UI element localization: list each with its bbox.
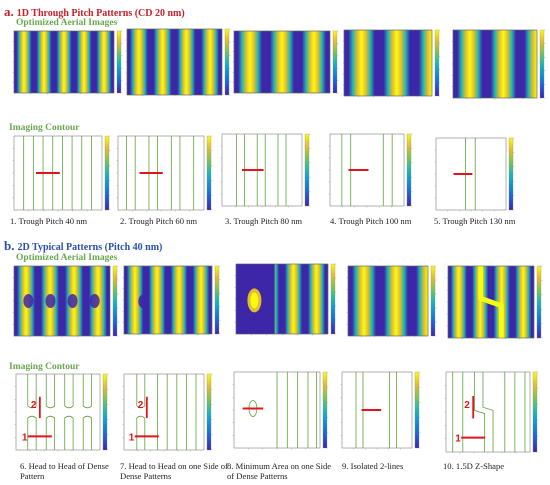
- contour-line: [45, 374, 56, 409]
- head-gap-feature: [45, 294, 56, 308]
- colorbar-bc-2: [206, 373, 212, 451]
- colorbar-a-5: [539, 29, 545, 99]
- marker-1-label: 1: [455, 434, 461, 445]
- caption-7: 7. Head to Head on one Side of Dense Pat…: [120, 461, 228, 481]
- caption-3: 3. Trough Pitch 80 nm: [225, 216, 303, 226]
- section-b-aerial-label: Optimized Aerial Images: [16, 253, 118, 263]
- colorbar-bc-3: [322, 371, 328, 449]
- head-gap-feature: [23, 294, 34, 308]
- section-a-title-text: 1D Through Pitch Patterns (CD 20 nm): [16, 8, 185, 19]
- colorbar-b-5: [536, 265, 542, 339]
- caption-9: 9. Isolated 2-lines: [342, 461, 404, 471]
- colorbar-a-4: [434, 29, 440, 97]
- caption-5: 5. Trough Pitch 130 nm: [434, 216, 516, 226]
- colorbar-a-1: [116, 30, 122, 94]
- contour-line: [474, 372, 486, 452]
- aerial-image-2: [126, 28, 223, 96]
- marker-2-label: 2: [138, 400, 144, 411]
- section-a-contour-label: Imaging Contour: [9, 123, 80, 133]
- contour-line: [64, 374, 74, 409]
- marker-1-label: 1: [129, 432, 135, 443]
- contour-line: [27, 374, 37, 409]
- colorbar-b-3: [330, 263, 336, 335]
- section-b-letter: b.: [4, 238, 15, 253]
- colorbar-bc-4: [414, 371, 420, 449]
- colorbar-a-3: [332, 30, 338, 94]
- section-a-title: a. 1D Through Pitch Patterns (CD 20 nm): [4, 4, 185, 20]
- contour-line: [482, 372, 494, 452]
- section-a-aerial-label: Optimized Aerial Images: [16, 18, 118, 28]
- marker-2-label: 2: [31, 400, 37, 411]
- marker-2-label: 2: [464, 400, 470, 411]
- caption-8: 8. Minimum Area on one Side of Dense Pat…: [227, 461, 332, 481]
- head-gap-feature: [67, 294, 78, 308]
- caption-2: 2. Trough Pitch 60 nm: [120, 216, 198, 226]
- section-b-title: b. 2D Typical Patterns (Pitch 40 nm): [4, 238, 162, 254]
- aerial-image-5: [452, 29, 538, 99]
- section-b-aerial-images: [12, 263, 543, 340]
- colorbar-b-4: [430, 265, 436, 337]
- aerial-image-1: [13, 30, 115, 94]
- colorbar-b-2: [214, 265, 220, 335]
- contour-line: [82, 415, 92, 450]
- marker-1-label: 1: [22, 432, 28, 443]
- caption-1: 1. Trough Pitch 40 nm: [10, 216, 88, 226]
- caption-4: 4. Trough Pitch 100 nm: [330, 216, 412, 226]
- contour-line: [27, 415, 37, 450]
- aerial-image-4: [343, 29, 433, 97]
- colorbar-a-2: [224, 28, 230, 96]
- colorbar-ac-1: [104, 135, 110, 211]
- aerial-image-3: [233, 30, 331, 94]
- colorbar-b-1: [112, 265, 118, 337]
- colorbar-bc-1: [102, 373, 108, 451]
- z-shape-feature: [478, 266, 504, 338]
- contour-line: [136, 415, 146, 450]
- head-gap-feature: [138, 294, 149, 309]
- section-b-contour-plots: 1 2 1 2 1 2: [14, 371, 539, 454]
- aerial-image-7: [123, 265, 213, 335]
- colorbar-bc-5: [532, 371, 538, 453]
- contour-line: [45, 415, 56, 450]
- caption-10: 10. 1.5D Z-Shape: [443, 461, 505, 471]
- section-b-title-text: 2D Typical Patterns (Pitch 40 nm): [17, 242, 163, 253]
- section-a-contour-plots: [12, 133, 515, 212]
- colorbar-ac-4: [406, 133, 412, 207]
- colorbar-ac-3: [304, 133, 310, 207]
- section-a-letter: a.: [4, 4, 14, 19]
- head-gap-feature: [89, 294, 100, 308]
- contour-line: [82, 374, 92, 409]
- colorbar-ac-2: [206, 135, 212, 211]
- aerial-image-9: [347, 265, 429, 337]
- contour-line: [64, 415, 74, 450]
- section-b-contour-label: Imaging Contour: [9, 362, 80, 372]
- contour-line: [136, 374, 146, 409]
- colorbar-ac-5: [508, 137, 514, 211]
- caption-6: 6. Head to Head of Dense Pattern: [20, 461, 109, 481]
- section-a-aerial-images: [12, 28, 546, 100]
